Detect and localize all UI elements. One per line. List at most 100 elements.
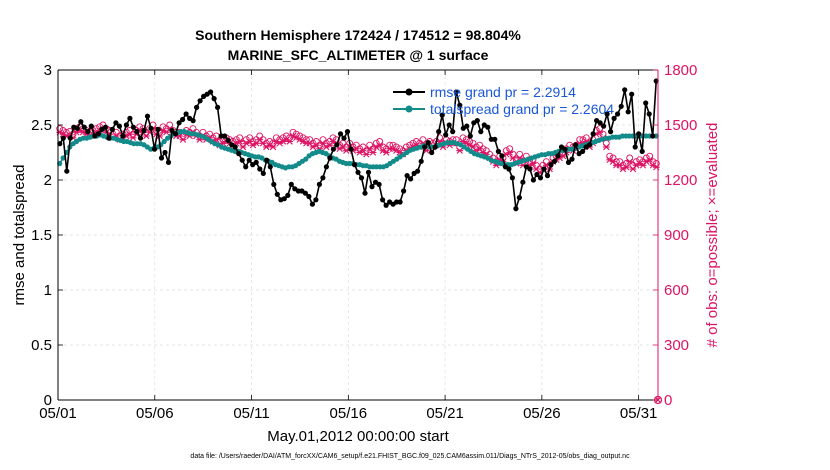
- data-point: [225, 137, 231, 143]
- right-tick-label: 1800: [664, 62, 697, 79]
- data-point: [313, 197, 319, 203]
- x-tick-label: 05/11: [233, 405, 269, 422]
- data-point: [208, 89, 214, 95]
- data-point: [555, 153, 561, 159]
- chart-subtitle: MARINE_SFC_ALTIMETER @ 1 surface: [228, 47, 489, 63]
- data-point: [257, 166, 263, 172]
- data-point: [587, 142, 593, 148]
- data-point: [513, 206, 519, 212]
- data-point: [109, 126, 115, 132]
- data-point: [194, 104, 200, 110]
- right-axis-label: # of obs: o=possible; ×=evaluated: [704, 123, 721, 348]
- obs-evaluated-point: [259, 140, 267, 147]
- data-point: [271, 181, 277, 187]
- data-point: [572, 142, 579, 148]
- left-tick-label: 1: [44, 282, 52, 299]
- data-point: [474, 118, 480, 124]
- data-point: [380, 197, 386, 203]
- obs-evaluated-point: [456, 147, 464, 154]
- data-point: [548, 162, 554, 168]
- obs-evaluated-point: [362, 151, 370, 158]
- data-point: [636, 131, 642, 137]
- data-point: [520, 179, 526, 185]
- data-point: [534, 171, 540, 178]
- data-point: [639, 148, 645, 154]
- data-point: [597, 120, 603, 126]
- data-point: [123, 122, 129, 128]
- data-point: [629, 91, 635, 97]
- data-point: [190, 118, 196, 124]
- data-point: [64, 168, 70, 174]
- data-point: [344, 129, 351, 135]
- obs-evaluated-point: [236, 138, 244, 145]
- data-point: [158, 155, 165, 161]
- data-point: [537, 175, 544, 181]
- data-point: [211, 96, 217, 102]
- data-point: [457, 102, 463, 108]
- right-tick-label: 1200: [664, 172, 697, 189]
- legend-label: rmse grand pr = 2.2914: [430, 84, 576, 100]
- data-point: [306, 193, 312, 200]
- x-tick-label: 05/01: [39, 405, 77, 422]
- data-point: [351, 162, 358, 168]
- obs-evaluated-point: [596, 129, 604, 136]
- data-point: [285, 192, 291, 198]
- data-point: [643, 100, 649, 106]
- data-point: [78, 119, 84, 125]
- data-point: [625, 109, 631, 115]
- data-point: [425, 140, 431, 146]
- obs-evaluated-point: [602, 143, 610, 151]
- left-tick-label: 0.5: [31, 337, 52, 354]
- data-point: [334, 142, 340, 148]
- data-point: [464, 123, 470, 129]
- data-point: [415, 168, 421, 174]
- data-point: [151, 146, 158, 152]
- obs-evaluated-point: [179, 136, 187, 143]
- obs-evaluated-point: [376, 142, 384, 149]
- data-point: [516, 195, 523, 201]
- data-point: [408, 176, 414, 182]
- data-point: [113, 120, 119, 126]
- data-point: [601, 123, 607, 129]
- obs-evaluated-point: [506, 149, 514, 156]
- left-axis-label: rmse and totalspread: [11, 165, 28, 306]
- data-point: [169, 127, 175, 134]
- data-point: [260, 170, 266, 176]
- obs-evaluated-point: [239, 143, 247, 151]
- x-tick-label: 05/26: [523, 405, 561, 422]
- data-point: [450, 129, 456, 135]
- right-tick-label: 1500: [664, 117, 697, 134]
- data-point: [355, 169, 361, 175]
- data-point: [383, 202, 389, 208]
- data-point: [60, 135, 66, 141]
- data-point: [650, 133, 656, 139]
- footnote: data file: /Users/raeder/DAI/ATM_forcXX/…: [190, 453, 630, 460]
- data-point: [197, 98, 203, 104]
- data-point: [341, 135, 347, 141]
- data-point: [176, 120, 182, 126]
- data-point: [281, 196, 287, 202]
- data-point: [590, 131, 596, 137]
- data-point: [116, 123, 122, 129]
- data-point: [485, 124, 491, 130]
- data-point: [155, 126, 161, 132]
- left-tick-label: 2.5: [31, 117, 52, 134]
- data-point: [264, 157, 270, 163]
- data-point: [436, 129, 442, 135]
- obs-evaluated-point: [369, 149, 377, 156]
- data-point: [608, 129, 614, 135]
- data-point: [439, 112, 445, 118]
- data-point: [67, 135, 73, 141]
- data-point: [580, 148, 586, 154]
- data-point: [130, 124, 136, 130]
- data-point: [222, 133, 228, 139]
- data-point: [141, 127, 147, 134]
- right-tick-label: 900: [664, 227, 689, 244]
- right-axis-ticks: 0 300 600 900 1200 1500 1800: [653, 62, 697, 409]
- obs-evaluated-point: [286, 138, 294, 145]
- data-point: [604, 111, 610, 117]
- data-point: [418, 158, 424, 164]
- data-point: [506, 166, 512, 172]
